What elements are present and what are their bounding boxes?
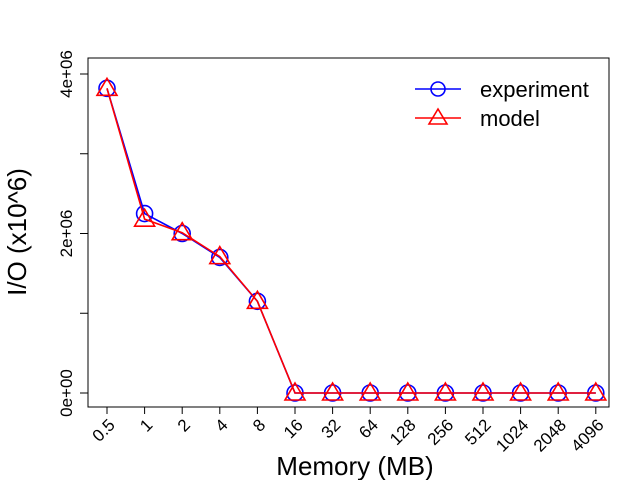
y-tick-label: 2e+06: [57, 210, 76, 258]
data-point-model: [471, 381, 495, 401]
data-point-experiment: [135, 204, 154, 223]
data-point-model: [584, 381, 608, 401]
data-point-model: [283, 381, 307, 401]
y-axis: 0e+00 2e+06 4e+06: [57, 50, 89, 417]
legend-marker-model: [427, 107, 449, 125]
x-tick-label: 256: [424, 415, 457, 448]
data-point-model: [95, 76, 119, 97]
data-point-model: [358, 381, 382, 401]
x-tick-label: 128: [386, 415, 419, 448]
x-tick-label: 16: [280, 415, 307, 442]
legend-marker-experiment: [430, 81, 446, 97]
y-tick-label: 0e+00: [57, 369, 76, 417]
x-tick-label: 1: [136, 415, 156, 435]
data-point-experiment: [173, 224, 191, 243]
x-tick-label: 32: [318, 415, 345, 442]
data-point-experiment: [211, 248, 229, 267]
x-tick-label: 512: [461, 415, 494, 448]
data-point-model: [396, 381, 420, 401]
series-model: [95, 76, 608, 401]
legend: experiment model: [415, 77, 589, 131]
legend-label-experiment: experiment: [480, 77, 589, 102]
data-point-model: [509, 381, 532, 401]
x-tick-label: 2048: [530, 415, 570, 455]
y-axis-title: I/O (x10^6): [2, 168, 32, 296]
x-tick-label: 1024: [492, 415, 532, 455]
x-tick-label: 64: [355, 415, 382, 442]
y-tick-label: 4e+06: [57, 50, 76, 98]
data-point-experiment: [248, 292, 267, 311]
x-tick-label: 4096: [567, 415, 607, 455]
x-axis-title: Memory (MB): [276, 451, 433, 480]
x-tick-label: 8: [249, 415, 269, 435]
data-point-model: [321, 381, 344, 401]
data-point-model: [434, 381, 457, 401]
data-point-model: [133, 207, 156, 227]
x-tick-label: 2: [174, 415, 194, 435]
data-point-model: [546, 381, 570, 401]
x-tick-label: 0.5: [89, 415, 119, 445]
legend-label-model: model: [480, 106, 540, 131]
x-tick-label: 4: [211, 415, 231, 435]
data-point-experiment: [98, 79, 116, 98]
data-point-model: [170, 221, 194, 241]
data-point-model: [208, 245, 232, 265]
data-point-model: [246, 289, 269, 310]
series-layer: [95, 76, 608, 402]
